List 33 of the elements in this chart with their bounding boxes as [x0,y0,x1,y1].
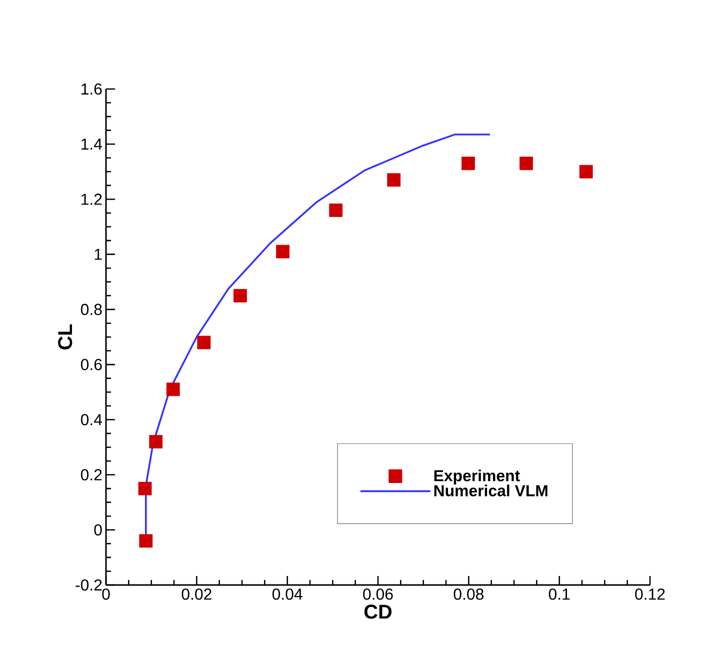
x-tick-label: 0 [102,588,110,600]
x-tick-label: 0.08 [454,588,484,600]
y-tick-label: 1.2 [82,194,102,205]
x-tick-label: 0.04 [272,588,302,600]
point [139,534,153,548]
x-tick-label: 0.12 [635,588,665,600]
y-tick-label: 1.6 [82,83,102,95]
point [197,336,211,350]
x-tick-label: 0.06 [363,588,393,600]
legend-label: Experiment [434,470,520,484]
y-tick-label: 0.2 [80,469,102,480]
point [276,244,290,258]
y-tick-label: 0.8 [80,304,102,316]
point [329,204,343,217]
y-tick-label: 0.6 [80,358,102,370]
y-tick-label: 1.4 [82,138,102,150]
point [579,164,593,178]
point [233,288,247,302]
x-tick-label: 0.1 [548,588,570,600]
point [520,156,533,170]
y-tick-label: 0 [94,524,102,536]
point [166,382,180,396]
legend-label: Numerical VLM [434,484,548,496]
y-axis-title: CL [58,324,72,350]
y-tick-label: 1 [94,248,102,260]
y-tick-label: 0.4 [80,414,102,426]
point [138,482,152,496]
point [462,156,475,170]
x-tick-label: 0.02 [182,588,212,600]
point [149,435,163,448]
y-tick-label: -0.2 [76,579,102,591]
x-axis-title: CD [364,604,392,619]
point [387,173,401,187]
